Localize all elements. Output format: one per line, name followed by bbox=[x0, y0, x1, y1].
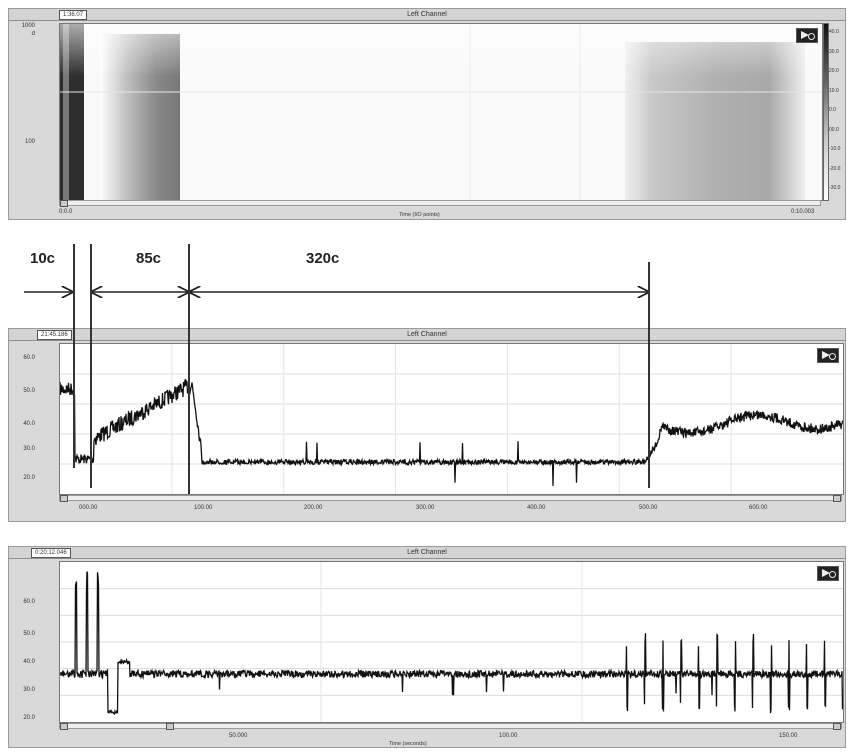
trace3-plot[interactable] bbox=[59, 561, 844, 723]
trace3-scroll-thumb-mid[interactable] bbox=[166, 723, 174, 730]
record-icon bbox=[808, 33, 815, 40]
trace2-y-label: 60.0 bbox=[23, 355, 35, 361]
trace2-y-label: 30.0 bbox=[23, 446, 35, 452]
trace2-x-label: 600.00 bbox=[749, 505, 768, 511]
colorbar-label: 0.0 bbox=[829, 107, 836, 113]
trace3-x-label: 150.00 bbox=[779, 733, 798, 739]
spectrogram-titlebar: Left Channel bbox=[9, 9, 845, 21]
trace3-y-label: 30.0 bbox=[23, 687, 35, 693]
trace2-y-label: 40.0 bbox=[23, 421, 35, 427]
trace2-scroll-thumb-right[interactable] bbox=[833, 495, 841, 502]
colorbar-label: -30.0 bbox=[829, 185, 841, 191]
trace3-scroll-thumb-right[interactable] bbox=[833, 723, 841, 730]
trace2-x-label: 400.00 bbox=[527, 505, 546, 511]
record-icon bbox=[829, 353, 836, 360]
annotation-layer: 10c 85c 320c bbox=[0, 238, 854, 338]
spectrogram-x-title: Time (I/O points) bbox=[399, 212, 440, 218]
spectrogram-plot[interactable] bbox=[59, 23, 823, 201]
boundary-line-4 bbox=[648, 262, 650, 488]
colorbar-label: 30.0 bbox=[829, 48, 839, 55]
spectrogram-x-end: 0:10.003 bbox=[791, 209, 815, 215]
play-icon bbox=[822, 351, 830, 359]
trace2-time-box[interactable]: 21:45.186 bbox=[37, 330, 72, 340]
colorbar-labels: 40.0 30.0 20.0 10.0 0.0 00.0 -10.0 -20.0… bbox=[829, 23, 847, 199]
trace3-canvas bbox=[60, 562, 843, 722]
colorbar-label: -20.0 bbox=[829, 165, 841, 172]
play-icon bbox=[822, 569, 830, 577]
annotation-label-320c: 320c bbox=[306, 250, 340, 267]
record-icon bbox=[829, 571, 836, 578]
trace2-x-label: 100.00 bbox=[194, 505, 213, 511]
trace2-y-label: 20.0 bbox=[23, 475, 35, 481]
trace2-waveform bbox=[60, 378, 843, 486]
trace-window-3: Left Channel 0:20:12.046 60.0 50.0 40.0 … bbox=[8, 546, 846, 748]
colorbar bbox=[823, 23, 829, 201]
spectrogram-window: Left Channel 1:36.07 1000 d 100 bbox=[8, 8, 846, 220]
trace3-play-marker-button[interactable] bbox=[817, 566, 839, 581]
trace3-waveform bbox=[60, 571, 843, 716]
trace2-play-marker-button[interactable] bbox=[817, 348, 839, 363]
annotation-arrows bbox=[24, 238, 854, 338]
spectrogram-scroll-thumb[interactable] bbox=[60, 200, 68, 207]
trace2-title: Left Channel bbox=[407, 331, 447, 338]
spectrogram-y-label-mid: 100 bbox=[24, 139, 35, 145]
spectrogram-canvas bbox=[60, 24, 822, 200]
trace2-y-label: 50.0 bbox=[23, 388, 35, 394]
colorbar-label: 40.0 bbox=[829, 29, 839, 35]
trace3-y-label: 60.0 bbox=[23, 599, 35, 605]
trace3-y-label: 50.0 bbox=[23, 631, 35, 637]
spectrogram-y-label-top: 1000 bbox=[21, 23, 35, 29]
spectrogram-title: Left Channel bbox=[407, 11, 447, 18]
spectrogram-y-unit: d bbox=[31, 31, 35, 37]
trace2-scroll-thumb-left[interactable] bbox=[60, 495, 68, 502]
trace3-x-label: 100.00 bbox=[499, 733, 518, 739]
spectrogram-x-start: 0:0.0 bbox=[59, 209, 73, 215]
trace3-x-title: Time (seconds) bbox=[389, 741, 427, 747]
spectrogram-scrollbar[interactable] bbox=[59, 200, 821, 207]
annotation-label-10c: 10c bbox=[30, 250, 56, 267]
trace2-canvas bbox=[60, 344, 843, 494]
trace2-x-label: 500.00 bbox=[639, 505, 658, 511]
trace3-scrollbar[interactable] bbox=[59, 723, 842, 730]
spectrogram-time-box[interactable]: 1:36.07 bbox=[59, 10, 88, 20]
trace2-scrollbar[interactable] bbox=[59, 495, 842, 502]
colorbar-label: 10.0 bbox=[829, 87, 839, 94]
colorbar-label: 20.0 bbox=[829, 68, 839, 74]
annotation-label-85c: 85c bbox=[136, 250, 162, 267]
trace2-x-label: 200.00 bbox=[304, 505, 323, 511]
boundary-line-3 bbox=[188, 244, 190, 494]
trace3-x-label: 50.000 bbox=[229, 733, 248, 739]
play-marker-button[interactable] bbox=[796, 28, 818, 43]
trace2-titlebar: Left Channel bbox=[9, 329, 845, 341]
colorbar-label: -10.0 bbox=[829, 146, 841, 152]
boundary-line-1 bbox=[73, 244, 75, 468]
colorbar-label: 00.0 bbox=[829, 126, 839, 133]
boundary-line-2 bbox=[90, 244, 92, 488]
trace-window-2: Left Channel 21:45.186 60.0 50.0 40.0 30… bbox=[8, 328, 846, 522]
trace3-time-box[interactable]: 0:20:12.046 bbox=[31, 548, 71, 558]
trace2-x-label: 000.00 bbox=[79, 505, 98, 511]
trace2-plot[interactable] bbox=[59, 343, 844, 495]
trace3-y-label: 40.0 bbox=[23, 659, 35, 665]
trace2-x-label: 300.00 bbox=[416, 505, 435, 511]
trace3-titlebar: Left Channel bbox=[9, 547, 845, 559]
trace3-title: Left Channel bbox=[407, 549, 447, 556]
trace3-scroll-thumb-left[interactable] bbox=[60, 723, 68, 730]
play-icon bbox=[801, 31, 809, 39]
trace3-y-label: 20.0 bbox=[23, 715, 35, 721]
